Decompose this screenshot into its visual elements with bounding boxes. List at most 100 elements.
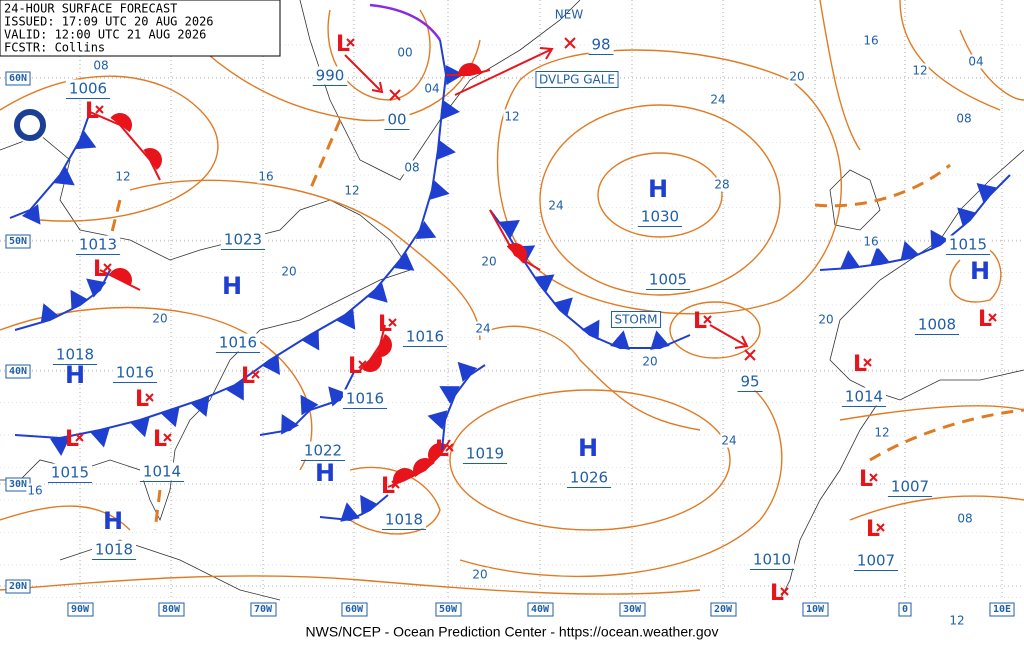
longitude-label: 10W xyxy=(806,604,825,615)
pressure-label-bg xyxy=(588,35,614,54)
header-issued: ISSUED: 17:09 UTC 20 AUG 2026 xyxy=(4,15,214,29)
label-box xyxy=(610,311,662,328)
header-forecaster: FCSTR: Collins xyxy=(4,41,105,55)
pressure-label: 1023 xyxy=(224,231,262,249)
low-cross xyxy=(95,105,104,114)
pressure-label: 1022 xyxy=(304,442,342,460)
longitude-label: 50W xyxy=(439,604,458,615)
isobar-label-bg xyxy=(92,58,110,73)
longitude-label: 40W xyxy=(531,604,550,615)
isobar-label: 04 xyxy=(424,82,439,96)
isobar-label: 12 xyxy=(115,170,130,184)
label-box xyxy=(619,602,646,617)
isobar-label: 20 xyxy=(642,355,657,369)
low-cross xyxy=(780,587,789,596)
isobar-label: 20 xyxy=(281,265,296,279)
label-box xyxy=(435,602,462,617)
low-cross xyxy=(346,38,355,47)
pressure-label-bg xyxy=(645,270,691,289)
isobar-label-bg xyxy=(480,254,498,269)
warm-front xyxy=(99,268,141,291)
isobar-label-bg xyxy=(788,69,806,84)
low-cross xyxy=(391,480,400,489)
isobar-label-bg xyxy=(862,33,880,48)
isobar-label: 20 xyxy=(481,255,496,269)
fronts xyxy=(9,3,1011,522)
pressure-label-bg xyxy=(853,551,899,570)
latitude-label: 40N xyxy=(9,366,27,377)
pressure-label: 1016 xyxy=(406,328,444,346)
pressure-label: 1015 xyxy=(949,236,987,254)
isobar-label-bg xyxy=(873,425,891,440)
isobar-label: 20 xyxy=(152,312,167,326)
pressure-label: 1007 xyxy=(857,552,895,570)
label-box xyxy=(5,234,31,249)
low-cross xyxy=(75,433,84,442)
low-center: L xyxy=(866,517,880,542)
pressure-label: 1016 xyxy=(346,390,384,408)
isobar-label-bg xyxy=(114,169,132,184)
low-center: L xyxy=(85,99,99,124)
pressure-label-bg xyxy=(52,345,98,364)
cold-front xyxy=(319,494,389,522)
isobar-label: 08 xyxy=(404,161,419,175)
low-center: L xyxy=(336,32,350,57)
isobar-label-bg xyxy=(817,312,835,327)
latitude-label: 60N xyxy=(9,73,27,84)
high-center: H xyxy=(315,459,335,487)
isobar-label-bg xyxy=(713,177,731,192)
pressure-label: 1014 xyxy=(143,463,181,481)
pressure-label-bg xyxy=(300,441,346,460)
low-cross xyxy=(703,315,712,324)
isobar-label: 20 xyxy=(818,313,833,327)
pressure-label-bg xyxy=(945,235,991,254)
low-cross xyxy=(863,358,872,367)
isobar xyxy=(819,0,861,151)
pressure-label-bg xyxy=(47,463,93,482)
isobar-label-bg xyxy=(911,63,929,78)
longitude-label: 10E xyxy=(993,604,1011,615)
cold-front xyxy=(489,209,691,351)
isobar-label: 04 xyxy=(968,55,983,69)
low-cross xyxy=(876,523,885,532)
isobar xyxy=(0,575,701,595)
low-center: L xyxy=(348,354,362,379)
low-center: L xyxy=(859,467,873,492)
cold-front xyxy=(14,269,111,331)
low-cross xyxy=(163,433,172,442)
isobar-label: 08 xyxy=(93,59,108,73)
isobar xyxy=(0,466,441,535)
pressure-label-bg xyxy=(91,540,137,559)
low-center: L xyxy=(135,387,149,412)
label-box xyxy=(67,602,94,617)
pressure-label: 1006 xyxy=(69,80,107,98)
pressure-label: 98 xyxy=(591,36,610,54)
isobar-label: 24 xyxy=(548,199,563,213)
high-center: H xyxy=(578,434,598,462)
pressure-label: 1016 xyxy=(116,364,154,382)
label-box xyxy=(341,602,368,617)
pressure-label-bg xyxy=(342,389,388,408)
map-background xyxy=(0,0,1024,600)
pressure-label: 1018 xyxy=(56,346,94,364)
label-box xyxy=(158,602,185,617)
longitude-label: 60W xyxy=(345,604,364,615)
pressure-label-bg xyxy=(220,230,266,249)
pressure-label-bg xyxy=(139,462,185,481)
high-center: H xyxy=(65,361,85,389)
isobar-label-bg xyxy=(343,183,361,198)
pressure-label: 990 xyxy=(316,67,345,85)
low-center: L xyxy=(978,307,992,332)
isobar-label-bg xyxy=(948,613,966,628)
isobar xyxy=(459,379,783,578)
low-cross xyxy=(388,318,397,327)
longitude-label: 30W xyxy=(623,604,642,615)
low-cross xyxy=(358,360,367,369)
pressure-label-bg xyxy=(75,235,121,254)
low-cross xyxy=(869,473,878,482)
pressure-label-bg xyxy=(914,315,960,334)
pressure-label: 1014 xyxy=(845,388,883,406)
isobar-label: 24 xyxy=(721,434,736,448)
longitude-label: 90W xyxy=(71,604,90,615)
